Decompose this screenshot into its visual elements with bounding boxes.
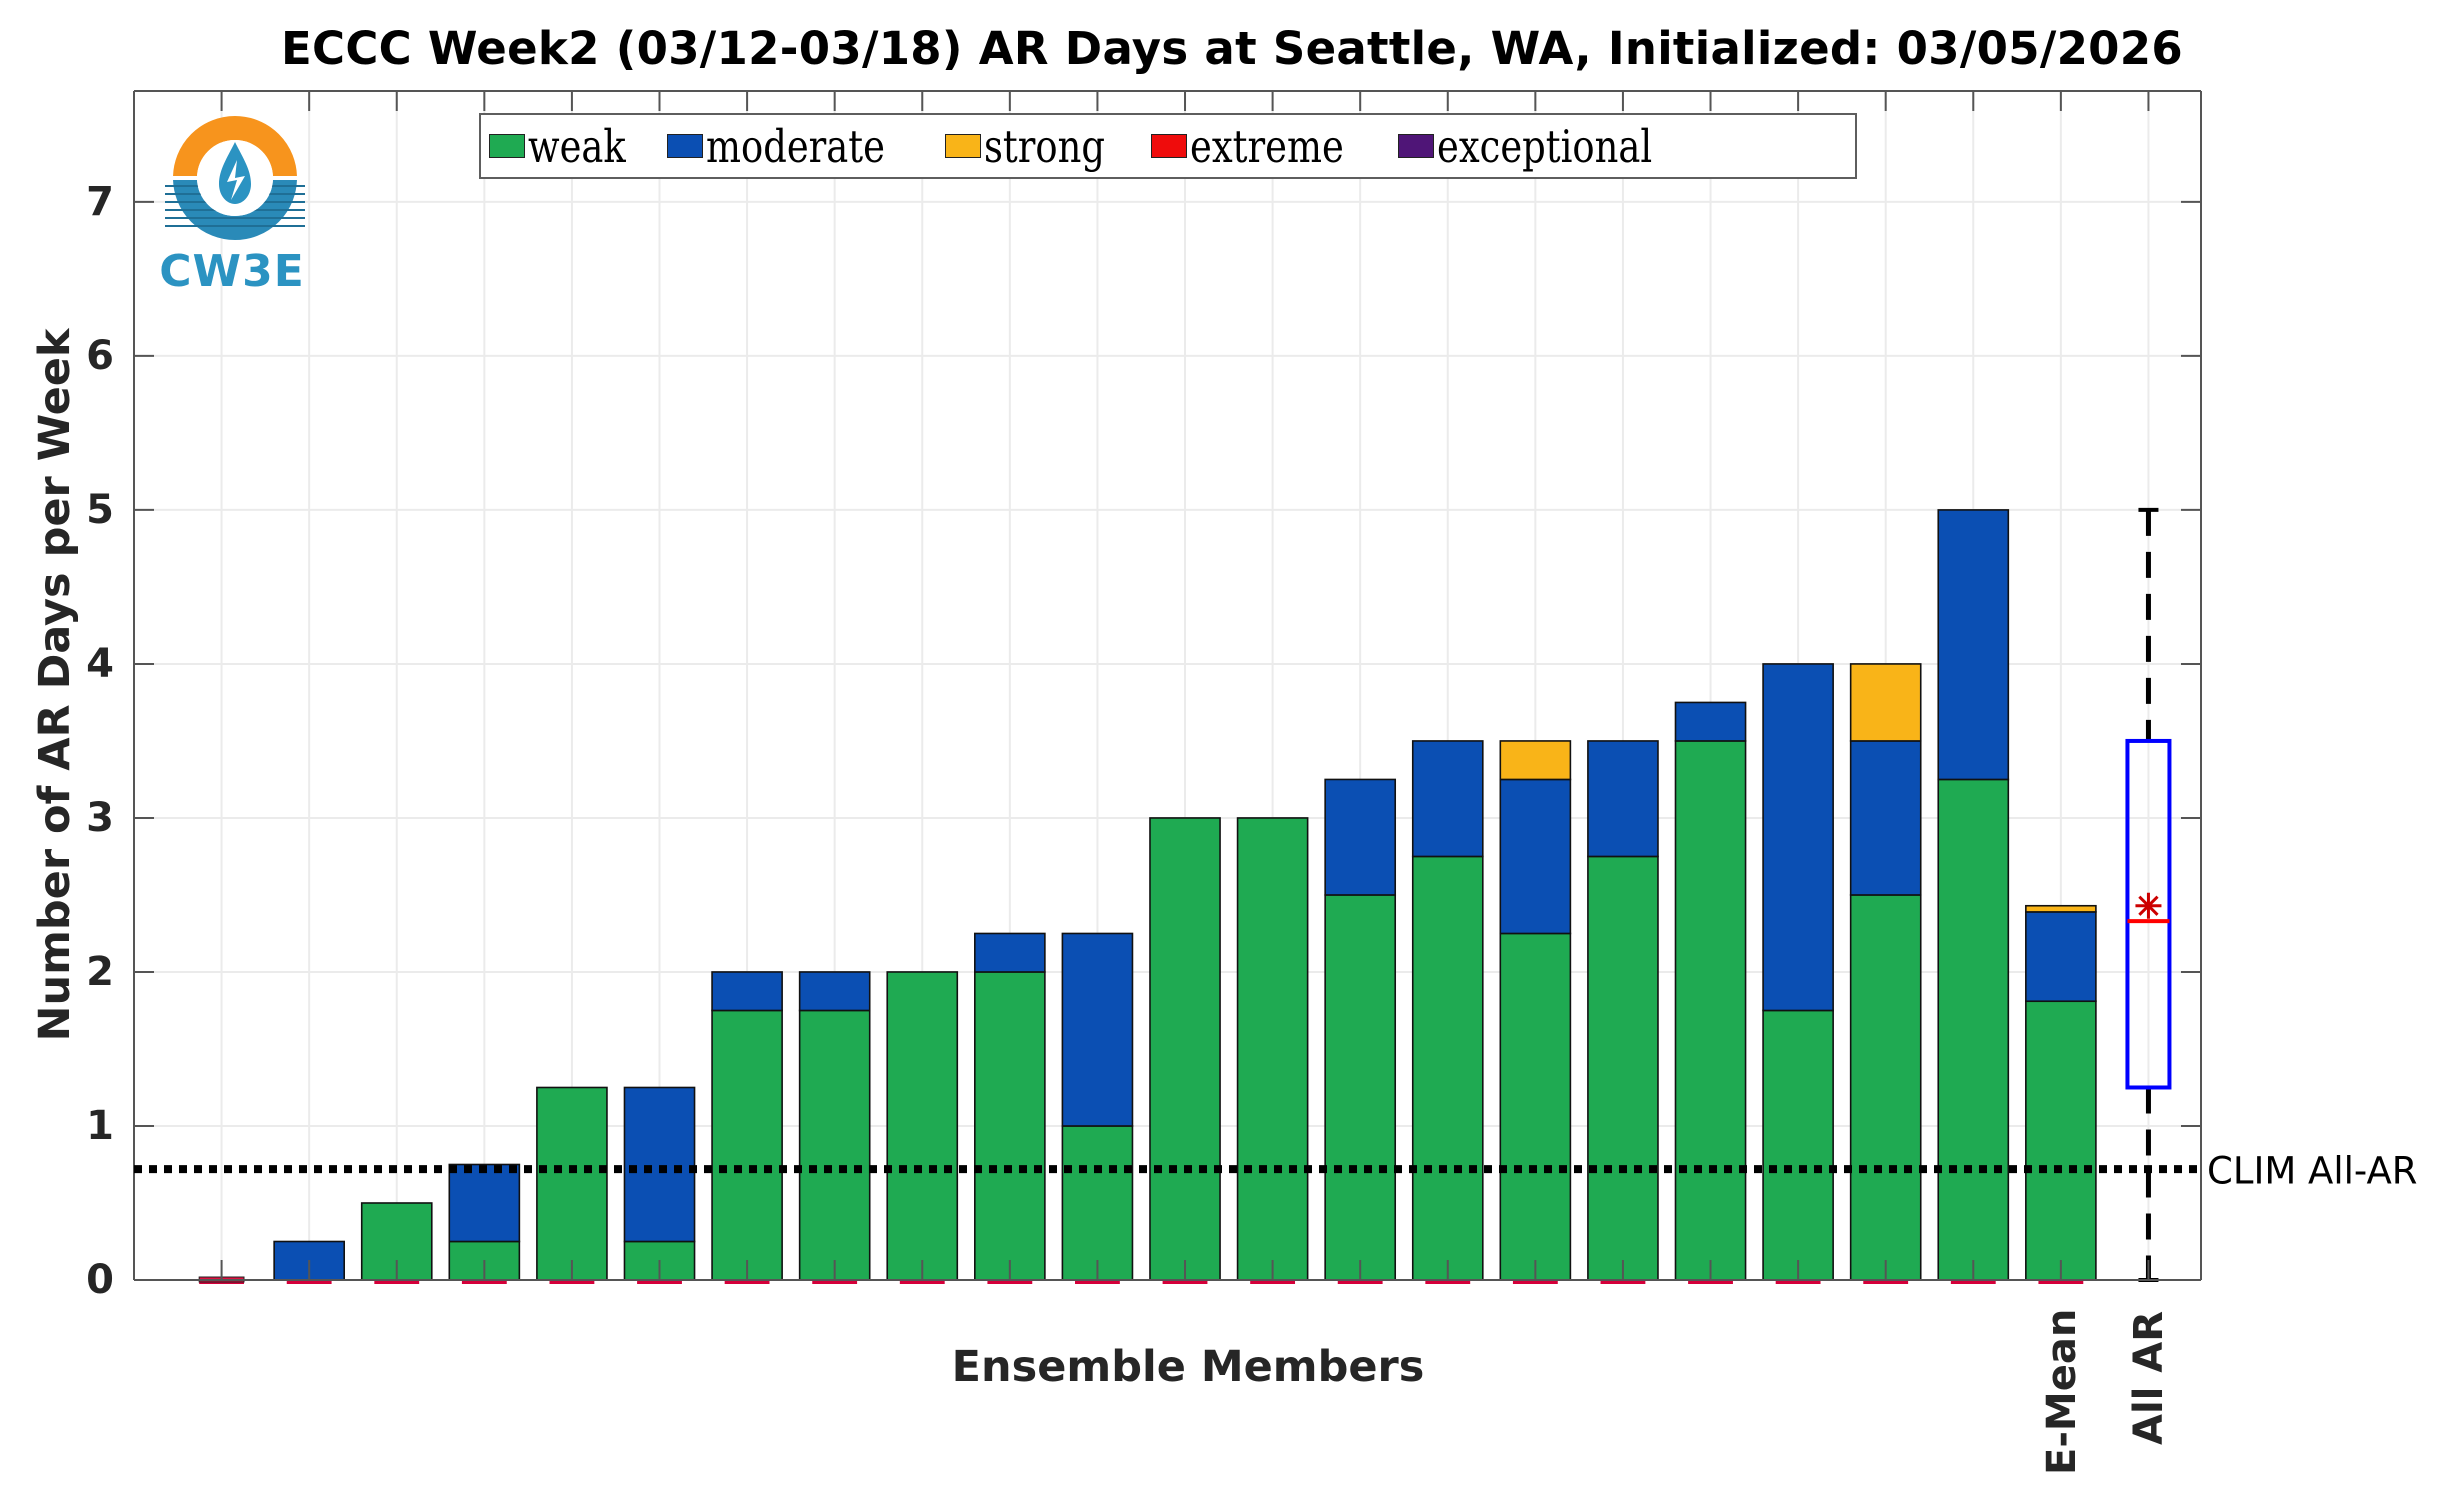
y-tick-label: 3 — [86, 794, 114, 841]
bar-segment-weak — [1324, 894, 1397, 1281]
y-tick-label: 7 — [86, 178, 114, 225]
legend-item-extreme: extreme — [1151, 120, 1360, 173]
x-tick-label-e-mean: E-Mean — [2038, 1308, 2085, 1475]
bar-segment-moderate — [1061, 932, 1134, 1127]
cw3e-logo — [165, 108, 305, 308]
bar-segment-weak — [1674, 740, 1747, 1281]
cw3e-logo-text: CW3E — [159, 246, 305, 297]
legend-swatch-strong — [944, 134, 981, 158]
bar-segment-weak — [1061, 1125, 1134, 1281]
chart-legend: weak moderate strong extreme exceptional — [479, 113, 1857, 179]
bar-segment-weak — [1149, 817, 1221, 1281]
legend-swatch-extreme — [1151, 134, 1188, 158]
legend-swatch-exceptional — [1397, 134, 1434, 158]
bar-segment-strong — [2025, 904, 2097, 913]
bar-segment-strong — [1849, 663, 1922, 742]
legend-label-strong: strong — [983, 119, 1105, 173]
bar-segment-moderate — [448, 1163, 521, 1243]
bar-segment-weak — [536, 1086, 608, 1281]
x-tick-label-all-ar: All AR — [2126, 1310, 2173, 1445]
bar-segment-moderate — [623, 1086, 696, 1243]
bar-segment-strong — [1499, 740, 1572, 781]
cw3e-logo-icon — [165, 116, 305, 240]
legend-item-weak: weak — [489, 120, 629, 173]
clim-line-label: CLIM All-AR — [2207, 1149, 2418, 1193]
bar-segment-moderate — [1411, 740, 1484, 858]
chart-title: ECCC Week2 (03/12-03/18) AR Days at Seat… — [280, 22, 2184, 75]
legend-item-exceptional: exceptional — [1397, 119, 1681, 173]
bar-segment-weak — [886, 971, 959, 1281]
bar-segment-moderate — [1849, 740, 1922, 896]
bar-segment-moderate — [798, 971, 871, 1012]
legend-item-moderate: moderate — [667, 120, 906, 173]
y-tick-label: 4 — [86, 640, 114, 687]
bar-segment-moderate — [1324, 778, 1397, 896]
bar-segment-moderate — [1674, 701, 1747, 742]
legend-swatch-moderate — [667, 134, 704, 158]
bar-segment-weak — [1762, 1009, 1834, 1281]
bar-segment-weak — [1236, 817, 1309, 1281]
legend-item-strong: strong — [944, 119, 1114, 173]
legend-label-extreme: extreme — [1190, 119, 1344, 173]
boxplot-box — [2125, 738, 2172, 1090]
bar-segment-moderate — [1762, 663, 1834, 1012]
legend-swatch-weak — [489, 134, 525, 158]
legend-label-exceptional: exceptional — [1436, 119, 1652, 173]
bar-segment-moderate — [2025, 911, 2097, 1003]
bar-segment-moderate — [711, 971, 783, 1012]
legend-label-moderate: moderate — [706, 119, 886, 173]
bar-segment-weak — [1499, 932, 1572, 1281]
y-tick-label: 0 — [86, 1257, 114, 1303]
y-tick-label: 6 — [86, 332, 114, 379]
bar-segment-weak — [1849, 894, 1922, 1281]
bar-segment-weak — [1587, 855, 1659, 1281]
bar-segment-moderate — [1499, 778, 1572, 935]
bar-segment-weak — [2025, 1000, 2097, 1281]
bar-segment-weak — [1411, 855, 1484, 1281]
bar-segment-weak — [798, 1009, 871, 1281]
bar-segment-moderate — [1937, 509, 2010, 781]
bar-segment-weak — [711, 1009, 783, 1281]
y-tick-label: 2 — [86, 948, 114, 995]
y-tick-label: 5 — [86, 486, 114, 533]
legend-label-weak: weak — [528, 119, 626, 173]
bar-segment-moderate — [974, 932, 1046, 973]
bar-segment-weak — [974, 971, 1046, 1281]
bar-segment-weak — [1937, 778, 2010, 1281]
x-axis-label: Ensemble Members — [951, 1342, 1425, 1392]
boxplot-mean-marker — [2138, 895, 2159, 916]
y-tick-label: 1 — [86, 1102, 114, 1149]
bar-segment-moderate — [1587, 740, 1659, 858]
